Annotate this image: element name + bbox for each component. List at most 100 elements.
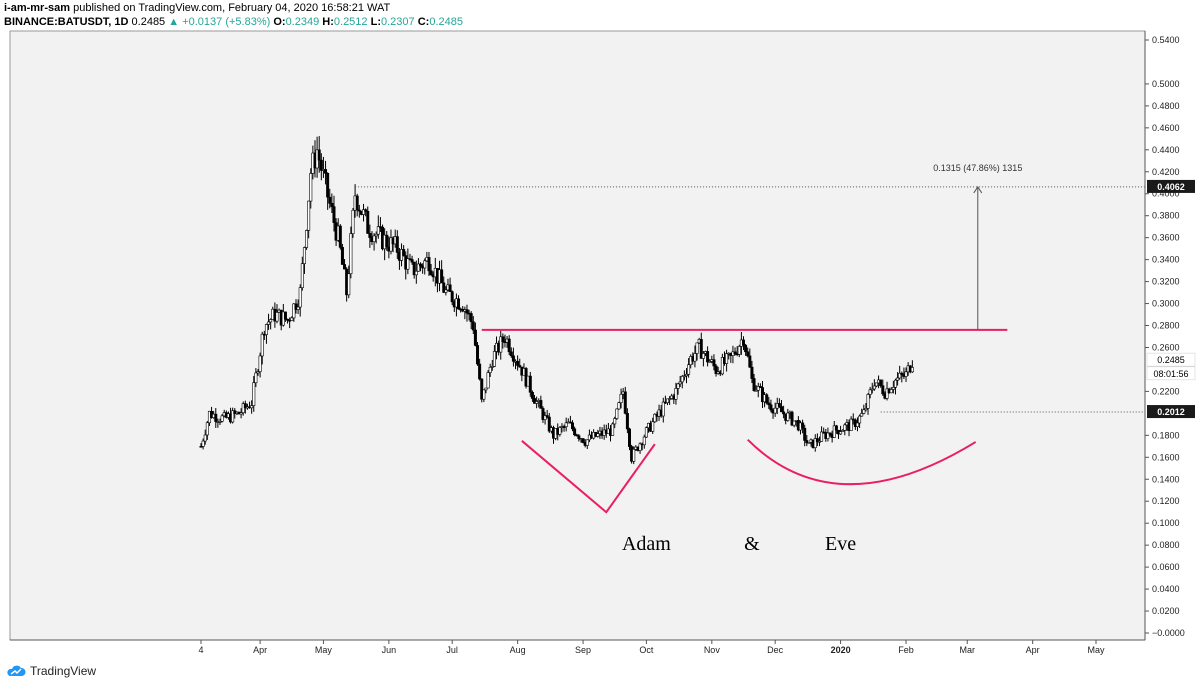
candle bbox=[298, 287, 302, 308]
candle bbox=[904, 371, 908, 377]
candle bbox=[568, 421, 572, 424]
candle bbox=[486, 372, 490, 389]
candle bbox=[414, 270, 418, 276]
candle bbox=[528, 375, 532, 393]
candle bbox=[849, 418, 853, 431]
candle bbox=[501, 336, 505, 342]
close-value: 0.2485 bbox=[429, 16, 463, 28]
price-label: 0.2485 bbox=[1157, 355, 1185, 365]
y-tick-label: 0.5400 bbox=[1152, 35, 1180, 45]
candle bbox=[326, 172, 330, 198]
price-label: 0.4062 bbox=[1157, 182, 1185, 192]
candle bbox=[858, 415, 862, 424]
candle bbox=[490, 366, 494, 368]
symbol-line: BINANCE:BATUSDT, 1D 0.2485 ▲ +0.0137 (+5… bbox=[4, 16, 463, 28]
x-tick-label: Dec bbox=[767, 645, 784, 655]
candle bbox=[340, 247, 344, 265]
x-tick-label: 4 bbox=[198, 645, 203, 655]
candle bbox=[440, 269, 444, 284]
candle bbox=[581, 438, 585, 443]
price-label: 0.2012 bbox=[1157, 407, 1185, 417]
open-value: 0.2349 bbox=[285, 16, 320, 28]
open-label: O: bbox=[273, 16, 286, 28]
candle bbox=[349, 233, 353, 275]
pattern-text: & bbox=[744, 533, 760, 555]
candle bbox=[427, 257, 431, 272]
candle bbox=[476, 345, 480, 365]
y-tick-label: 0.2600 bbox=[1152, 342, 1180, 352]
candle bbox=[756, 386, 760, 391]
candle bbox=[674, 388, 678, 400]
candle bbox=[820, 431, 824, 442]
x-tick-label: Apr bbox=[253, 645, 267, 655]
candle bbox=[457, 298, 461, 310]
candle bbox=[307, 200, 311, 231]
candle bbox=[625, 413, 629, 430]
candle bbox=[870, 388, 874, 391]
y-tick-label: 0.3000 bbox=[1152, 299, 1180, 309]
candle bbox=[243, 403, 247, 409]
candle bbox=[678, 381, 682, 385]
candle bbox=[374, 233, 378, 237]
candle bbox=[881, 385, 885, 395]
candle bbox=[412, 261, 416, 276]
candle bbox=[680, 375, 684, 383]
candle bbox=[539, 400, 543, 409]
candle bbox=[839, 431, 843, 435]
candle bbox=[423, 260, 427, 269]
x-tick-label: Jul bbox=[446, 645, 458, 655]
candle bbox=[864, 408, 868, 411]
price-label-box bbox=[1146, 352, 1196, 367]
candle bbox=[488, 366, 492, 373]
last-price: 0.2485 bbox=[131, 16, 166, 28]
candle bbox=[619, 393, 623, 404]
candle bbox=[203, 434, 207, 442]
y-tick-label: 0.0600 bbox=[1152, 562, 1180, 572]
candle bbox=[338, 225, 342, 248]
y-tick-label: 0.0200 bbox=[1152, 606, 1180, 616]
pattern-text: Adam bbox=[622, 533, 671, 555]
candle bbox=[296, 306, 300, 310]
candle bbox=[343, 264, 347, 270]
candle bbox=[748, 355, 752, 368]
candle bbox=[448, 284, 452, 292]
candle bbox=[872, 385, 876, 390]
y-tick-label: 0.0800 bbox=[1152, 540, 1180, 550]
candle bbox=[465, 309, 469, 314]
x-tick-label: Oct bbox=[639, 645, 654, 655]
candle bbox=[389, 237, 393, 252]
candle bbox=[773, 407, 777, 414]
y-tick-label: 0.5000 bbox=[1152, 79, 1180, 89]
x-tick-label: May bbox=[315, 645, 333, 655]
candle bbox=[803, 427, 807, 441]
x-tick-label: Sep bbox=[575, 645, 591, 655]
candle bbox=[429, 270, 433, 276]
tradingview-footer[interactable]: TradingView bbox=[6, 664, 96, 678]
measure-label: 0.1315 (47.86%) 1315 bbox=[933, 163, 1022, 173]
candle bbox=[826, 432, 830, 439]
y-tick-label: 0.3200 bbox=[1152, 277, 1180, 287]
candle bbox=[507, 338, 511, 353]
candle bbox=[305, 230, 309, 248]
published-text: published on TradingView.com, February 0… bbox=[73, 2, 391, 14]
candle bbox=[786, 412, 790, 421]
x-tick-label: 2020 bbox=[831, 645, 851, 655]
candle bbox=[264, 324, 268, 335]
candle bbox=[632, 449, 636, 462]
candle bbox=[482, 389, 486, 400]
candle bbox=[302, 247, 306, 264]
y-tick-label: 0.1200 bbox=[1152, 496, 1180, 506]
candle bbox=[269, 319, 273, 323]
author-name[interactable]: i-am-mr-sam bbox=[4, 2, 71, 14]
candle bbox=[744, 344, 748, 353]
candle bbox=[687, 364, 691, 375]
candle bbox=[330, 203, 334, 207]
candle bbox=[258, 355, 262, 372]
candle bbox=[623, 391, 627, 414]
candle bbox=[699, 339, 703, 359]
candle bbox=[573, 428, 577, 436]
y-tick-label: 0.3600 bbox=[1152, 233, 1180, 243]
candle bbox=[484, 387, 488, 391]
candle bbox=[741, 339, 745, 346]
